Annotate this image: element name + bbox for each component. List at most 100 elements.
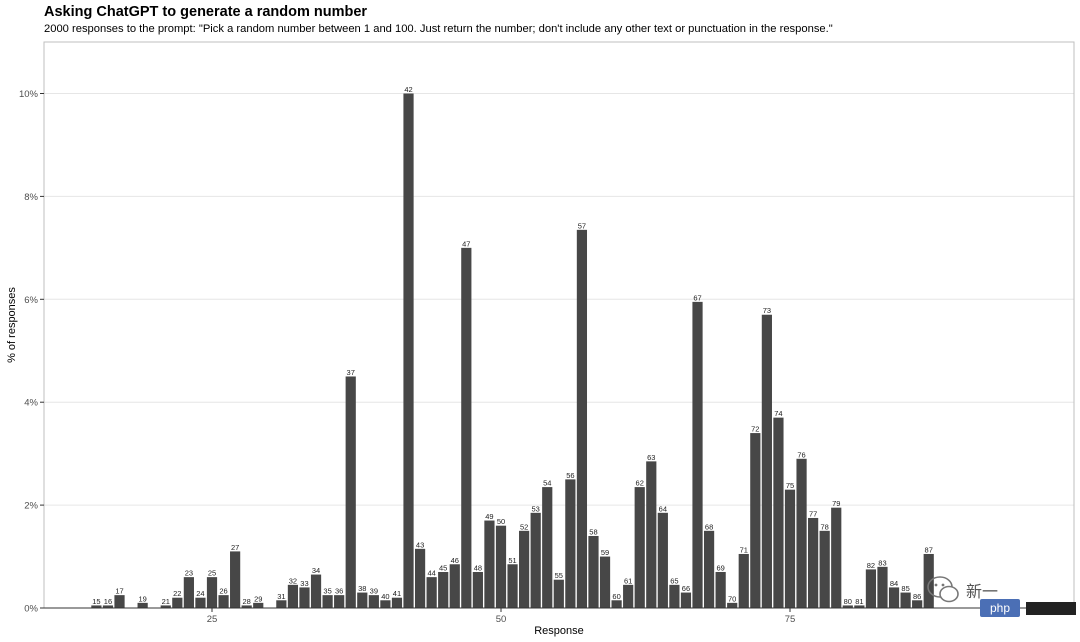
bar	[414, 548, 426, 608]
y-tick-label: 4%	[24, 398, 38, 409]
bar	[299, 587, 310, 608]
x-tick-label: 50	[496, 614, 507, 625]
bar-label: 80	[844, 597, 852, 606]
bar-label: 68	[705, 522, 713, 531]
bar-label: 51	[508, 556, 516, 565]
bar	[680, 592, 692, 608]
bar-label: 45	[439, 563, 447, 572]
bar	[183, 577, 194, 608]
axes: 0% 2% 4% 6% 8% 10% 25 50 75	[19, 89, 1074, 625]
bar-label: 28	[243, 597, 251, 606]
plot-panel-border	[43, 41, 1075, 609]
bar-label: 58	[589, 527, 597, 536]
bar	[761, 314, 772, 608]
bar-label: 52	[520, 522, 528, 531]
bar	[842, 605, 853, 608]
bar	[276, 600, 287, 608]
bar	[599, 556, 611, 608]
bar-label: 34	[312, 566, 320, 575]
bar	[403, 93, 414, 608]
bar	[900, 592, 911, 608]
bar-label: 76	[797, 450, 805, 459]
bar-label: 79	[832, 499, 840, 508]
bar	[565, 479, 576, 608]
bar-label: 26	[219, 587, 227, 596]
bar-label: 44	[427, 569, 435, 578]
bar	[391, 597, 403, 608]
bar-label: 19	[138, 594, 146, 603]
bar	[865, 569, 877, 608]
bar	[623, 584, 634, 608]
bar	[854, 605, 865, 608]
chart-title: Asking ChatGPT to generate a random numb…	[44, 4, 368, 20]
x-axis-title: Response	[534, 625, 584, 637]
bar-label: 69	[716, 563, 724, 572]
bar-label: 84	[890, 579, 898, 588]
bar-label: 73	[763, 306, 771, 315]
bar	[727, 602, 738, 608]
bar	[230, 551, 241, 608]
bar-label: 48	[474, 563, 482, 572]
bar-label: 61	[624, 576, 632, 585]
bar-label: 81	[855, 597, 863, 606]
bar-label: 43	[416, 540, 424, 549]
bar-label: 46	[451, 556, 459, 565]
bars	[91, 93, 934, 608]
bar	[796, 458, 807, 608]
bar-label: 74	[774, 409, 782, 418]
wechat-icon	[927, 576, 959, 603]
bar-label: 15	[92, 597, 100, 606]
bar	[519, 530, 530, 608]
bar	[773, 417, 784, 608]
x-tick-label: 75	[785, 614, 796, 625]
bar-label: 33	[300, 579, 308, 588]
bar	[703, 530, 715, 608]
bar	[507, 564, 518, 608]
bar	[114, 595, 125, 608]
bar-label: 37	[347, 368, 355, 377]
bar	[646, 461, 657, 608]
bar-label: 70	[728, 594, 736, 603]
bar-label: 59	[601, 548, 609, 557]
bar	[322, 595, 333, 608]
bar	[137, 602, 148, 608]
bar-label: 17	[115, 587, 123, 596]
y-tick-label: 0%	[24, 604, 38, 615]
bar-label: 49	[485, 512, 493, 521]
bar-label: 53	[532, 504, 540, 513]
bar-label: 35	[323, 587, 331, 596]
bar	[888, 587, 900, 608]
bar	[692, 301, 703, 608]
bar	[877, 566, 888, 608]
bar-label: 75	[786, 481, 794, 490]
y-axis-title: % of responses	[6, 287, 18, 363]
bar	[750, 433, 761, 608]
bar-label: 23	[185, 569, 193, 578]
bar	[634, 487, 645, 608]
bar-label: 27	[231, 543, 239, 552]
bar-label: 66	[682, 584, 690, 593]
bar	[426, 577, 437, 608]
bar-label: 77	[809, 509, 817, 518]
x-tick-label: 25	[207, 614, 218, 625]
bar	[738, 553, 749, 608]
bar-label: 31	[277, 592, 285, 601]
bar-label: 50	[497, 517, 505, 526]
y-tick-label: 8%	[24, 192, 38, 203]
bar-label: 87	[925, 545, 933, 554]
chart-subtitle: 2000 responses to the prompt: "Pick a ra…	[44, 23, 833, 35]
bar-label: 72	[751, 425, 759, 434]
bar-label: 62	[636, 479, 644, 488]
bar	[357, 592, 368, 608]
grid-lines	[44, 93, 1074, 506]
bar	[253, 602, 264, 608]
php-badge: php	[980, 599, 1020, 617]
bar-label: 41	[393, 589, 401, 598]
bar	[669, 584, 680, 608]
bar-label: 67	[693, 293, 701, 302]
bar	[172, 597, 183, 608]
bar	[715, 571, 726, 608]
bar-label: 83	[878, 558, 886, 567]
y-tick-label: 6%	[24, 295, 38, 306]
